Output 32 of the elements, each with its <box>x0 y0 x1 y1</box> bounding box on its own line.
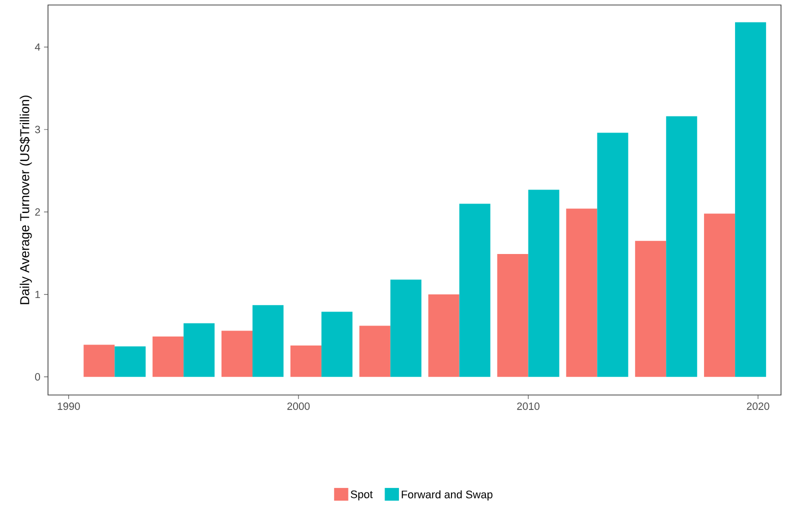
bar <box>221 330 253 377</box>
x-tick-label: 2010 <box>517 402 540 410</box>
bar <box>735 22 766 377</box>
y-tick-label: 4 <box>34 43 40 51</box>
bar <box>666 116 698 377</box>
x-tick-label: 1990 <box>58 402 80 410</box>
bar <box>184 323 215 377</box>
bar <box>390 280 422 377</box>
y-tick-label: 0 <box>35 373 40 381</box>
bar <box>528 190 560 377</box>
y-tick-label: 3 <box>35 126 40 134</box>
bar <box>566 208 598 377</box>
legend-label: Forward and Swap <box>402 490 492 501</box>
bar <box>497 254 528 377</box>
bar <box>114 346 146 377</box>
bar <box>704 214 736 377</box>
legend-label: Spot <box>350 490 373 500</box>
bar <box>252 305 284 377</box>
bar <box>459 204 490 377</box>
bar <box>152 336 184 377</box>
bar <box>597 132 628 377</box>
bar <box>84 344 115 377</box>
bar <box>290 346 322 377</box>
bar <box>321 312 352 377</box>
x-tick-label: 2000 <box>287 402 310 410</box>
bar <box>359 326 390 377</box>
y-axis-title: Daily Average Turnover (US$Trillion) <box>20 96 32 304</box>
x-tick-label: 2020 <box>746 402 770 410</box>
bar <box>428 294 460 377</box>
bar <box>635 240 666 377</box>
y-tick-label: 2 <box>35 208 40 216</box>
y-tick-label: 1 <box>35 290 40 298</box>
